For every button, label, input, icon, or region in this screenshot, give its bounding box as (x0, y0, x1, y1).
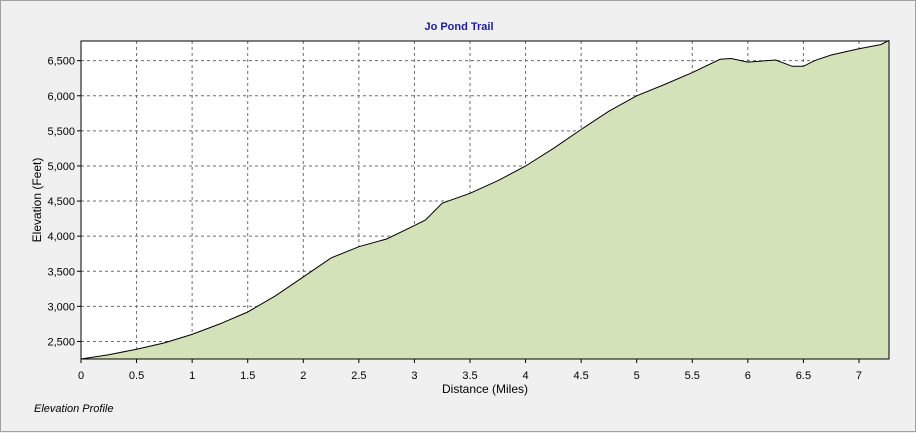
y-tick-label: 5,500 (47, 126, 75, 138)
y-tick-label: 4,000 (47, 231, 75, 243)
x-tick-label: 1 (189, 370, 195, 382)
chart-title: Jo Pond Trail (424, 21, 493, 33)
plot-border (80, 40, 890, 360)
y-tick-label: 4,500 (47, 196, 75, 208)
elevation-area (81, 40, 889, 360)
x-tick-label: 3 (411, 370, 417, 382)
y-tick-label: 6,000 (47, 91, 75, 103)
x-tick-label: 7 (856, 370, 862, 382)
elevation-line (80, 39, 890, 360)
y-axis-ticks: 2,500 3,000 3,500 4,000 4,500 5,000 5,500 6,000… (47, 56, 81, 348)
caption-elevation-profile: Elevation Profile (34, 403, 114, 415)
y-tick-label: 3,500 (47, 266, 75, 278)
x-tick-label: 5 (634, 370, 640, 382)
x-tick-label: 6 (745, 370, 751, 382)
x-tick-label: 1.5 (240, 370, 255, 382)
x-tick-label: 3.5 (462, 370, 477, 382)
x-tick-label: 4.5 (573, 370, 588, 382)
y-tick-label: 2,500 (47, 336, 75, 348)
y-axis-label: Elevation (Feet) (30, 158, 44, 243)
x-tick-label: 2 (300, 370, 306, 382)
x-tick-label: 5.5 (685, 370, 700, 382)
x-tick-label: 4 (523, 370, 529, 382)
x-tick-label: 0 (78, 370, 84, 382)
y-tick-label: 6,500 (47, 56, 75, 68)
x-axis-ticks: 0 0.5 1 1.5 2 2.5 3 3.5 4 4.5 5 5.5 6 6.5 7 (78, 359, 862, 382)
x-tick-label: 2.5 (351, 370, 366, 382)
x-tick-label: 6.5 (796, 370, 811, 382)
y-tick-label: 3,000 (47, 301, 75, 313)
x-tick-label: 0.5 (129, 370, 144, 382)
y-tick-label: 5,000 (47, 161, 75, 173)
x-axis-label: Distance (Miles) (442, 382, 528, 396)
